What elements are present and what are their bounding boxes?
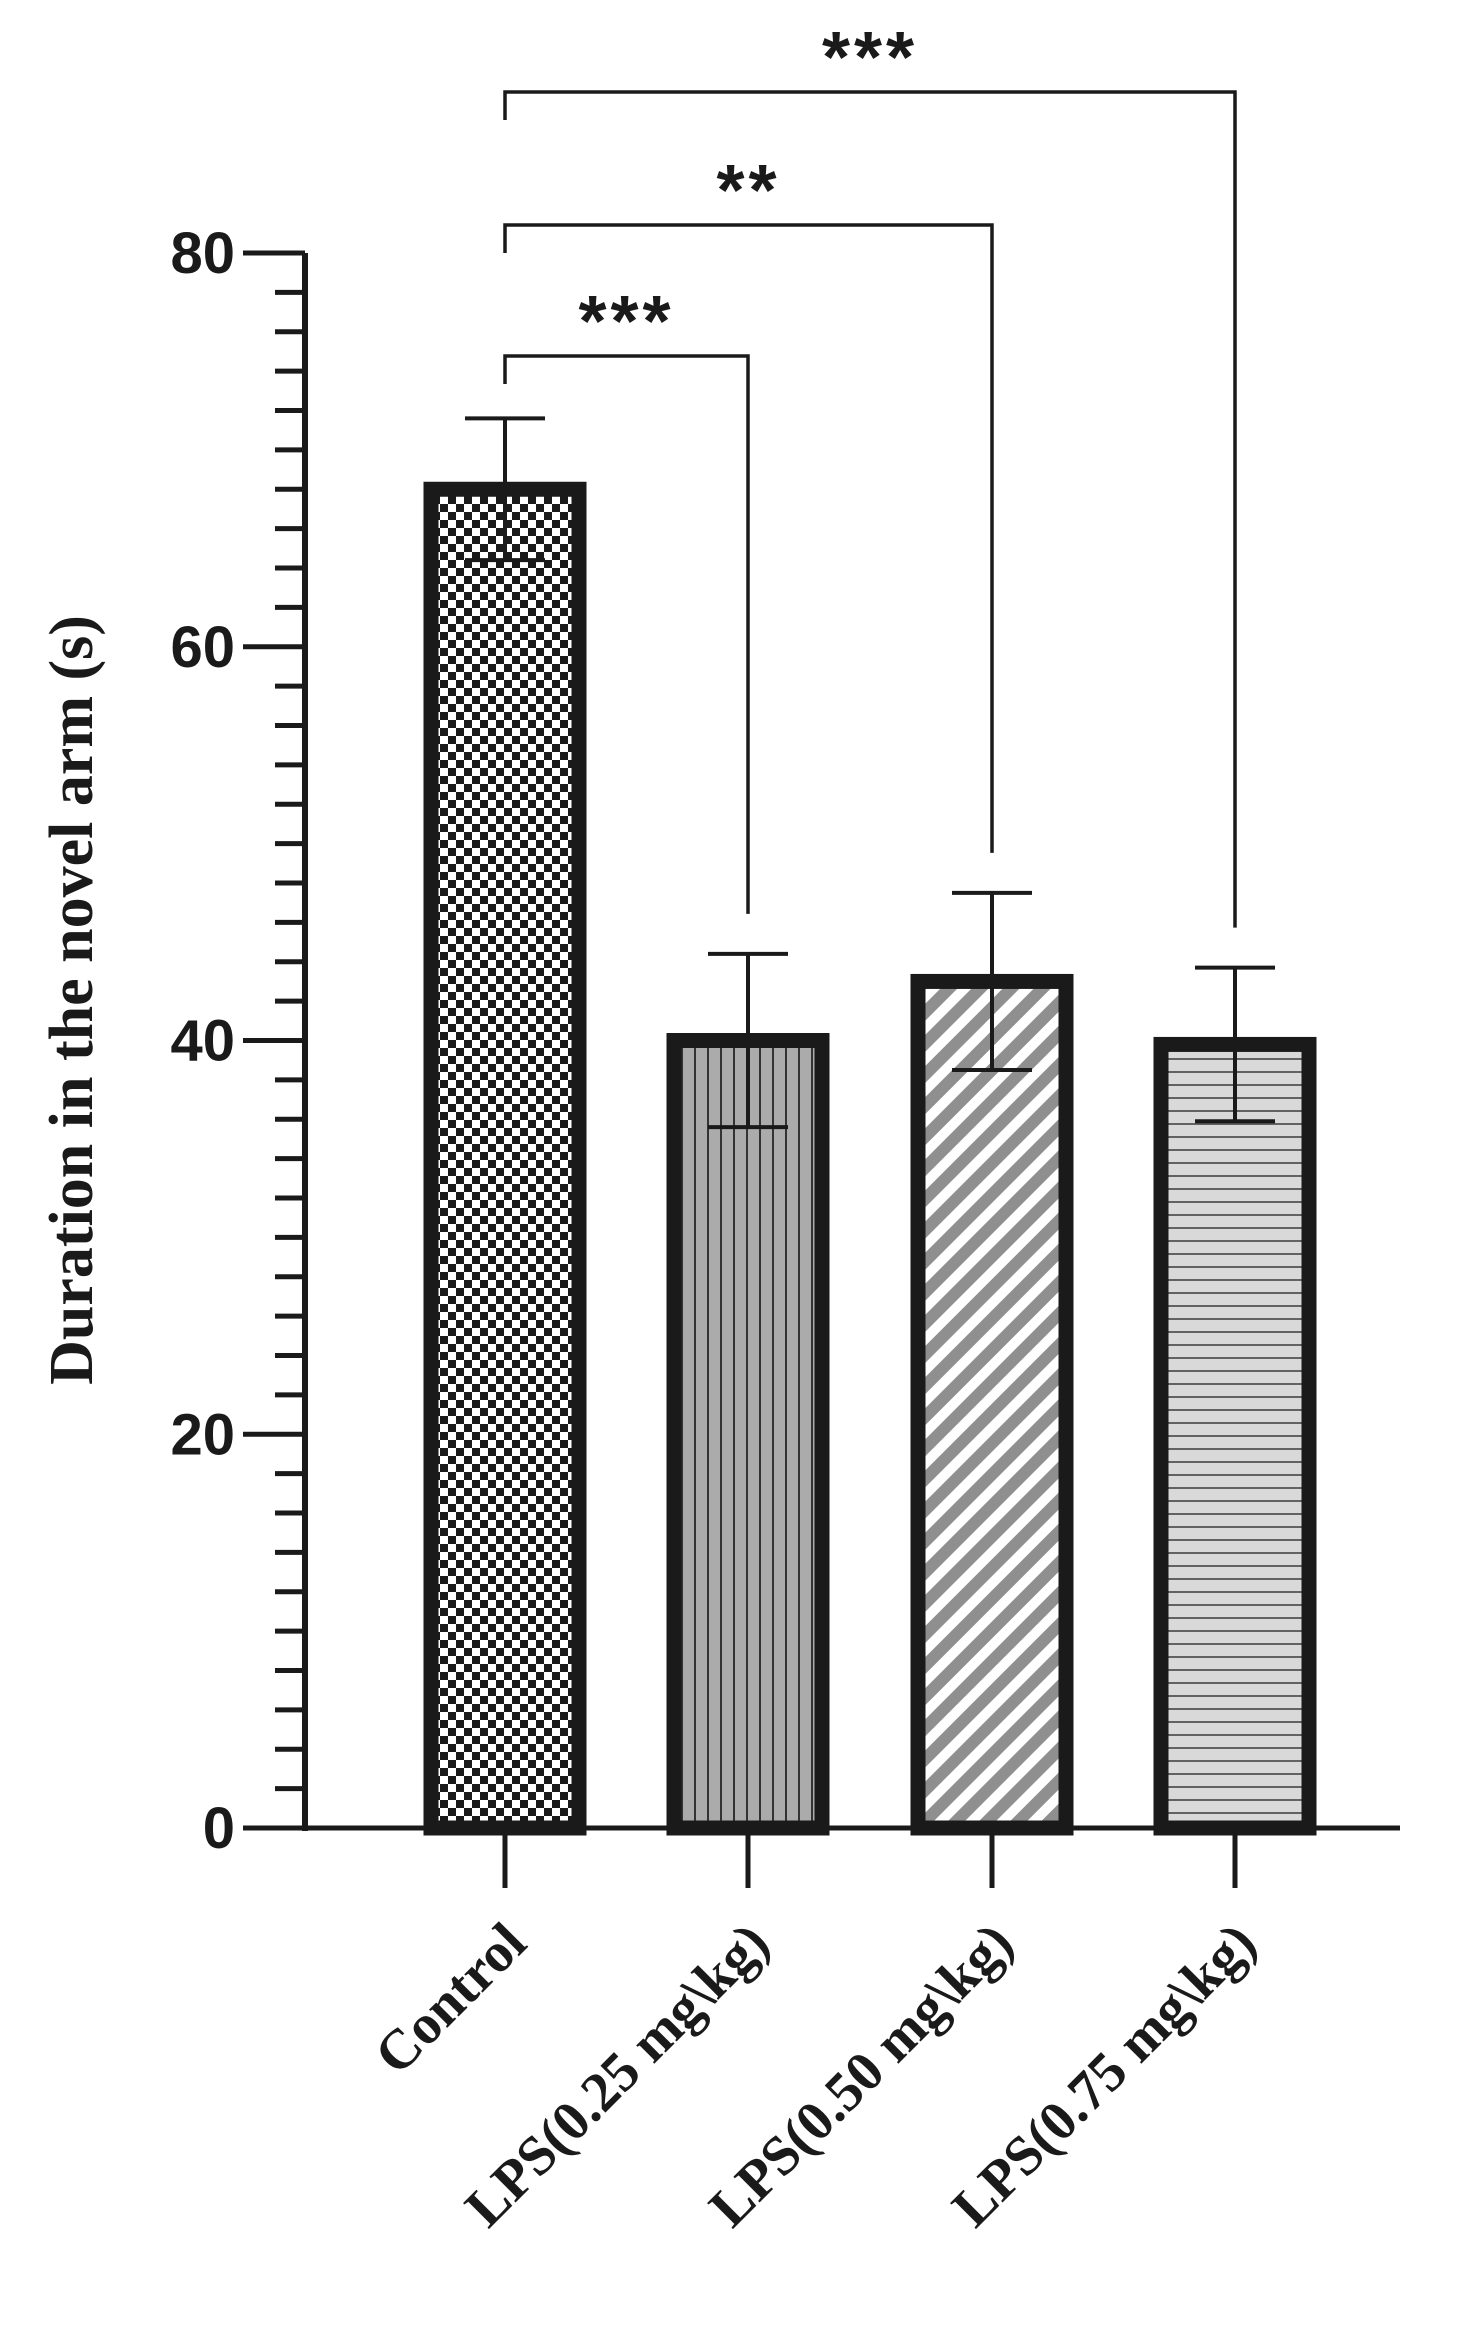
significance-label: ** (716, 151, 780, 231)
significance-bracket (503, 90, 1237, 928)
y-tick-label: 20 (170, 1402, 235, 1467)
significance-brackets: ******** (503, 18, 1237, 928)
y-tick-label: 40 (170, 1009, 235, 1074)
significance-bracket (503, 223, 994, 853)
y-tick-label: 0 (203, 1796, 235, 1861)
y-tick-label: 60 (170, 615, 235, 680)
bar (910, 973, 1074, 1836)
significance-label: *** (822, 18, 918, 98)
bar (666, 1033, 830, 1836)
bars (423, 481, 1317, 1836)
bar (1153, 1036, 1317, 1836)
category-label: Control (363, 1911, 538, 2086)
significance-label: *** (578, 282, 674, 362)
y-axis-label: Duration in the novel arm (s) (38, 615, 106, 1385)
bar (423, 481, 587, 1836)
y-tick-label: 80 (170, 221, 235, 286)
error-bars (465, 416, 1275, 1130)
significance-bracket (503, 354, 750, 914)
